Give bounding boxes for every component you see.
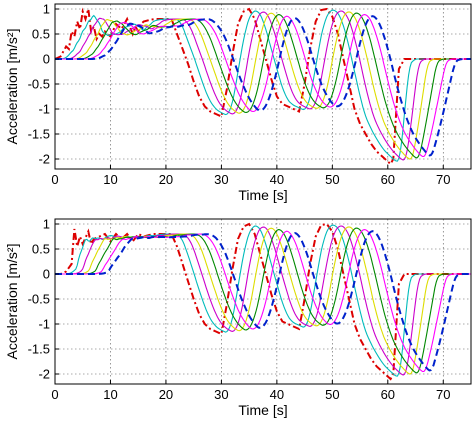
y-tick-label: -0.5	[28, 77, 50, 92]
y-tick-label: -0.5	[28, 292, 50, 307]
y-tick-label: -1.5	[28, 127, 50, 142]
x-tick-label: 30	[214, 387, 228, 402]
series-line-4	[55, 226, 471, 375]
chart-panel-2: 0 10 20 30 40 50 60 70 -2 -1.5 -1 -0.5 0 0.5 1 Time [s]…	[4, 217, 472, 418]
x-tick-label: 20	[159, 172, 173, 187]
series-line-5	[55, 227, 471, 374]
y-tick-label: 1	[43, 2, 50, 17]
y-tick-label: 0	[43, 267, 50, 282]
x-axis-label: Time [s]	[238, 402, 287, 418]
series-line-6	[55, 229, 471, 373]
x-tick-label: 40	[270, 387, 284, 402]
x-tick-label: 60	[381, 172, 395, 187]
series-line-6	[55, 14, 471, 158]
y-tick-label: -2	[38, 367, 50, 382]
x-tick-label: 10	[103, 387, 117, 402]
axes-frame	[54, 3, 472, 170]
x-tick-label: 70	[436, 172, 450, 187]
y-tick-label: 0.5	[32, 27, 50, 42]
x-tick-label: 10	[103, 172, 117, 187]
y-tick-label: -1	[38, 317, 50, 332]
y-tick-label: 1	[43, 217, 50, 232]
x-tick-label: 40	[270, 172, 284, 187]
y-axis-label: Acceleration [m/s²]	[4, 244, 20, 360]
x-tick-label: 20	[159, 387, 173, 402]
x-tick-label: 30	[214, 172, 228, 187]
x-tick-label: 60	[381, 387, 395, 402]
x-tick-label: 0	[51, 387, 58, 402]
series-line-3	[55, 225, 471, 376]
y-axis-label: Acceleration [m/s²]	[4, 29, 20, 145]
series-line-1	[55, 222, 471, 381]
series-line-4	[55, 11, 471, 160]
series-line-5	[55, 12, 471, 159]
series-line-7	[55, 15, 471, 157]
x-tick-label: 70	[436, 387, 450, 402]
x-tick-label: 50	[325, 387, 339, 402]
series-line-7	[55, 230, 471, 372]
y-tick-label: -1	[38, 102, 50, 117]
y-tick-label: 0.5	[32, 242, 50, 257]
axes-frame	[54, 218, 472, 385]
y-tick-label: 0	[43, 52, 50, 67]
x-tick-label: 0	[51, 172, 58, 187]
x-tick-label: 50	[325, 172, 339, 187]
y-tick-label: -2	[38, 152, 50, 167]
y-tick-label: -1.5	[28, 342, 50, 357]
chart-panel-1: 0 10 20 30 40 50 60 70 -2 -1.5 -1 -0.5 0 0.5 1 Time [s]…	[4, 2, 472, 203]
x-axis-label: Time [s]	[238, 187, 287, 203]
